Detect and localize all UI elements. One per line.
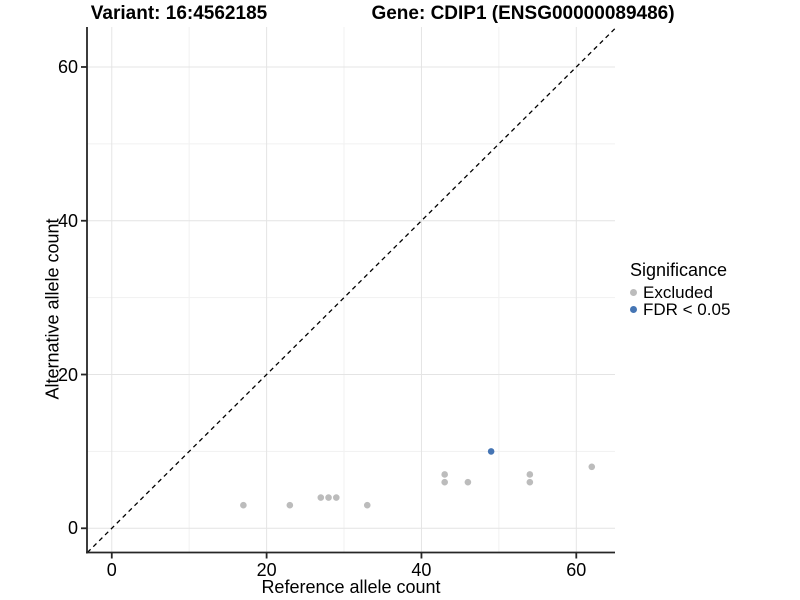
y-tick-label: 20 xyxy=(57,364,78,385)
legend-item: FDR < 0.05 xyxy=(630,301,730,318)
data-point-excluded xyxy=(332,494,340,501)
y-axis-title: Alternative allele count xyxy=(42,218,63,400)
data-point-excluded xyxy=(363,501,371,509)
gene-title: Gene: CDIP1 (ENSG00000089486) xyxy=(371,3,675,24)
x-axis-title: Reference allele count xyxy=(261,577,441,597)
legend-item: Excluded xyxy=(630,284,730,301)
legend-dot-icon xyxy=(630,289,637,296)
data-point-excluded xyxy=(286,501,294,509)
y-tick-label: 0 xyxy=(67,518,78,539)
legend-items: Excluded FDR < 0.05 xyxy=(630,284,730,318)
data-point-excluded xyxy=(441,471,448,478)
data-point-excluded xyxy=(588,463,596,471)
x-tick-label: 40 xyxy=(411,559,432,580)
data-point-excluded xyxy=(526,478,534,486)
data-point-excluded xyxy=(325,494,332,501)
data-point-excluded xyxy=(464,478,472,486)
legend-item-label: Excluded xyxy=(643,283,713,302)
x-tick-label: 60 xyxy=(566,559,587,580)
variant-title: Variant: 16:4562185 xyxy=(90,3,268,24)
data-point-excluded xyxy=(526,471,534,478)
legend-item-label: FDR < 0.05 xyxy=(643,300,731,319)
data-point-excluded xyxy=(317,494,325,501)
legend-title: Significance xyxy=(630,260,728,280)
legend-dot-icon xyxy=(630,306,637,313)
x-tick-label: 20 xyxy=(256,559,277,580)
y-tick-label: 60 xyxy=(57,56,78,77)
identity-reference-line xyxy=(86,28,616,553)
x-tick-label: 0 xyxy=(106,559,117,580)
data-point-excluded xyxy=(240,501,247,509)
data-point-significant xyxy=(487,448,495,455)
data-point-excluded xyxy=(441,478,448,486)
y-tick-label: 40 xyxy=(57,210,78,231)
legend: Significance Excluded FDR < 0.05 xyxy=(630,260,730,318)
